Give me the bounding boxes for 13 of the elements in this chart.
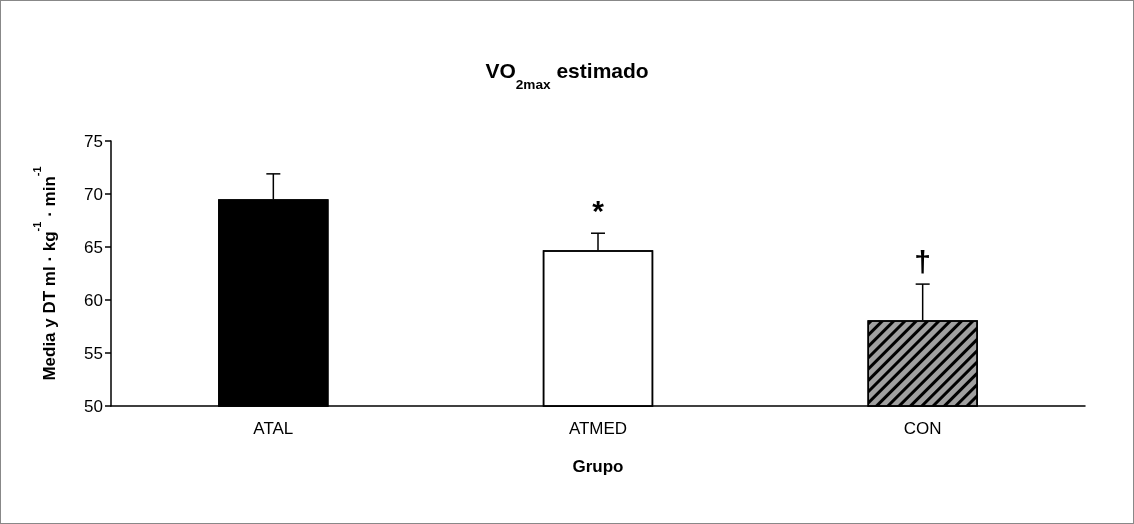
y-tick-label: 50: [84, 396, 103, 416]
y-tick-label: 75: [84, 131, 103, 151]
y-tick-label: 55: [84, 343, 103, 363]
x-tick-label: CON: [903, 419, 942, 438]
annotation: †: [914, 244, 932, 278]
y-axis-title: Media y DT ml · kg-1 · min-1: [31, 166, 59, 381]
y-tick-label: 65: [84, 237, 103, 257]
x-tick-label: ATAL: [253, 419, 294, 438]
y-tick-label: 70: [84, 184, 103, 204]
x-tick-label: ATMED: [568, 419, 628, 438]
x-axis-title: Grupo: [572, 457, 624, 476]
annotation: *: [592, 193, 605, 227]
y-tick-label: 60: [84, 290, 103, 310]
